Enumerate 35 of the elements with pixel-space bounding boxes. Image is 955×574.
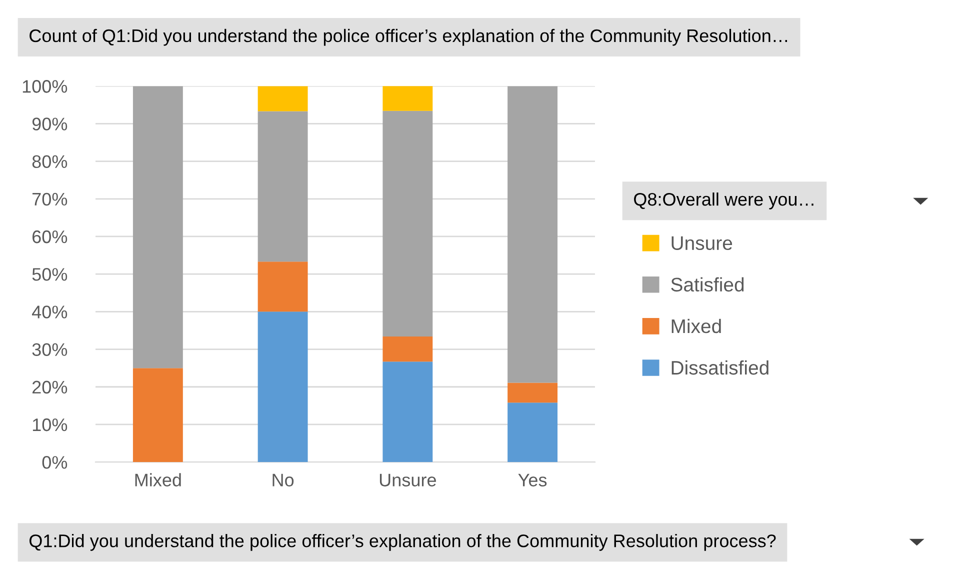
x-tick-label: Mixed	[135, 473, 181, 486]
chart-title: Count of Q1:Did you understand the police officer’s explanation of the Community Resolution…	[30, 28, 787, 46]
x-tick-label: No	[272, 474, 294, 486]
x-tick-label: Unsure	[380, 474, 436, 486]
y-tick-label: 100%	[22, 80, 68, 93]
bar	[508, 382, 558, 403]
legend-label: Dissatisfied	[672, 360, 768, 375]
y-tick-label: 10%	[32, 418, 68, 432]
x-tick-label: Yes	[518, 474, 547, 486]
y-tick-label: 50%	[32, 268, 68, 281]
bar	[508, 86, 558, 383]
y-tick-label: 90%	[32, 118, 68, 130]
y-tick-label: 70%	[32, 192, 68, 206]
bar	[132, 86, 183, 368]
bar	[258, 111, 308, 262]
bar	[258, 312, 308, 462]
bar	[258, 86, 308, 112]
y-tick-label: 20%	[32, 380, 68, 394]
y-tick-label: 40%	[32, 306, 68, 318]
x-axis-title: Q1:Did you understand the police officer’s explanation of the Community Resolution process?	[30, 534, 776, 551]
bar	[508, 402, 558, 462]
y-tick-label: 30%	[32, 343, 68, 356]
bar	[382, 86, 433, 111]
y-tick-label: 60%	[32, 230, 68, 244]
y-tick-label: 0%	[42, 456, 68, 469]
legend-title: Q8:Overall were you…	[634, 192, 814, 210]
y-tick-label: 80%	[32, 155, 68, 168]
legend-label: Mixed	[672, 318, 721, 334]
bar	[132, 368, 183, 462]
legend-label: Satisfied	[671, 277, 744, 292]
legend-label: Unsure	[672, 236, 732, 250]
bar	[382, 362, 433, 462]
bar	[258, 262, 308, 312]
bar	[382, 110, 433, 336]
bar	[382, 336, 433, 362]
